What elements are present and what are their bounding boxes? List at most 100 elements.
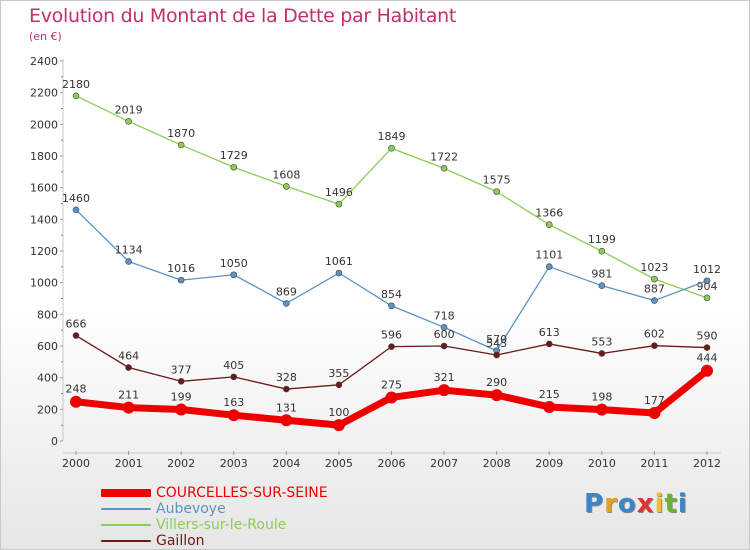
data-point — [595, 403, 608, 416]
data-label: 248 — [66, 383, 87, 396]
legend-label: Villers-sur-le-Roule — [156, 517, 287, 533]
data-label: 1366 — [535, 207, 563, 220]
data-label: 328 — [276, 371, 297, 384]
data-point — [388, 302, 395, 310]
data-point — [545, 340, 553, 348]
data-point — [177, 276, 185, 284]
data-label: 177 — [644, 394, 665, 407]
data-point — [545, 221, 553, 229]
data-point — [335, 381, 343, 389]
x-tick-label: 2009 — [535, 457, 563, 470]
y-tick-label: 1600 — [30, 182, 58, 195]
data-label: 1016 — [167, 262, 195, 275]
x-tick-label: 2001 — [115, 457, 143, 470]
x-tick-label: 2000 — [62, 457, 90, 470]
data-point — [440, 324, 448, 331]
y-tick-label: 600 — [37, 340, 58, 353]
data-point — [177, 141, 185, 149]
data-label: 215 — [539, 388, 560, 401]
data-label: 290 — [486, 376, 507, 389]
data-label: 131 — [276, 401, 297, 414]
data-point — [283, 385, 290, 393]
legend-item-courcelles: COURCELLES-SUR-SEINE — [101, 485, 361, 501]
legend-item-aubevoye: Aubevoye — [101, 501, 361, 517]
logo-letter: t — [664, 489, 678, 519]
data-point — [651, 297, 658, 304]
data-point — [335, 200, 343, 208]
data-point — [125, 364, 132, 371]
data-point — [230, 271, 238, 279]
proxiti-logo: Proxiti — [584, 489, 688, 519]
data-point — [230, 373, 238, 381]
legend-swatch — [101, 508, 151, 510]
data-label: 1460 — [62, 192, 90, 205]
data-point — [388, 144, 395, 152]
y-tick-label: 800 — [37, 308, 58, 321]
logo-letter: x — [636, 489, 655, 519]
data-label: 321 — [434, 371, 455, 384]
data-point — [70, 395, 82, 408]
data-point — [493, 351, 500, 359]
y-tick-label: 0 — [51, 435, 58, 448]
data-point — [385, 391, 398, 404]
data-label: 1496 — [325, 186, 353, 199]
data-label: 570 — [486, 333, 507, 346]
data-point — [72, 92, 80, 100]
legend-swatch — [101, 489, 151, 497]
legend-swatch — [101, 524, 151, 526]
y-tick-label: 2200 — [30, 87, 58, 100]
y-tick-label: 1400 — [30, 213, 58, 226]
data-point — [283, 300, 290, 307]
data-point — [440, 165, 448, 172]
legend: COURCELLES-SUR-SEINE Aubevoye Villers-su… — [101, 485, 361, 549]
data-point — [703, 294, 711, 302]
legend-label: Aubevoye — [156, 501, 226, 517]
chart-title: Evolution du Montant de la Dette par Hab… — [29, 5, 457, 27]
data-label: 405 — [223, 359, 244, 372]
data-point — [651, 275, 658, 283]
data-label: 1870 — [167, 127, 195, 140]
data-label: 100 — [328, 406, 349, 419]
data-label: 869 — [276, 285, 297, 298]
data-point — [230, 163, 238, 171]
data-label: 887 — [644, 283, 665, 296]
data-label: 464 — [118, 350, 139, 363]
logo-letter: o — [617, 489, 637, 519]
data-label: 1101 — [535, 249, 563, 262]
data-label: 444 — [697, 352, 718, 365]
legend-swatch — [101, 540, 151, 542]
data-label: 666 — [66, 318, 87, 331]
data-point — [651, 342, 658, 349]
data-point — [490, 389, 503, 402]
data-point — [388, 343, 395, 350]
x-tick-label: 2012 — [693, 457, 721, 470]
data-label: 163 — [223, 396, 244, 409]
data-label: 718 — [434, 309, 455, 322]
data-point — [493, 188, 500, 195]
data-point — [125, 118, 132, 125]
legend-label: Gaillon — [156, 533, 205, 549]
y-tick-label: 400 — [37, 372, 58, 385]
data-point — [227, 409, 240, 422]
data-point — [438, 384, 451, 397]
data-label: 1722 — [430, 150, 458, 163]
data-point — [543, 400, 556, 413]
data-label: 199 — [171, 390, 192, 403]
legend-item-gaillon: Gaillon — [101, 533, 361, 549]
logo-letter: P — [584, 489, 605, 519]
data-label: 613 — [539, 326, 560, 339]
data-point — [72, 332, 80, 339]
data-point — [122, 401, 135, 414]
data-label: 854 — [381, 288, 402, 301]
data-label: 981 — [591, 268, 612, 281]
data-point — [440, 342, 448, 350]
data-label: 1134 — [115, 243, 143, 256]
data-label: 2180 — [62, 78, 90, 91]
data-label: 1061 — [325, 255, 353, 268]
legend-label: COURCELLES-SUR-SEINE — [156, 485, 328, 501]
y-tick-label: 1000 — [30, 277, 58, 290]
logo-letter: r — [604, 489, 618, 519]
data-point — [125, 258, 132, 265]
data-point — [280, 414, 293, 427]
